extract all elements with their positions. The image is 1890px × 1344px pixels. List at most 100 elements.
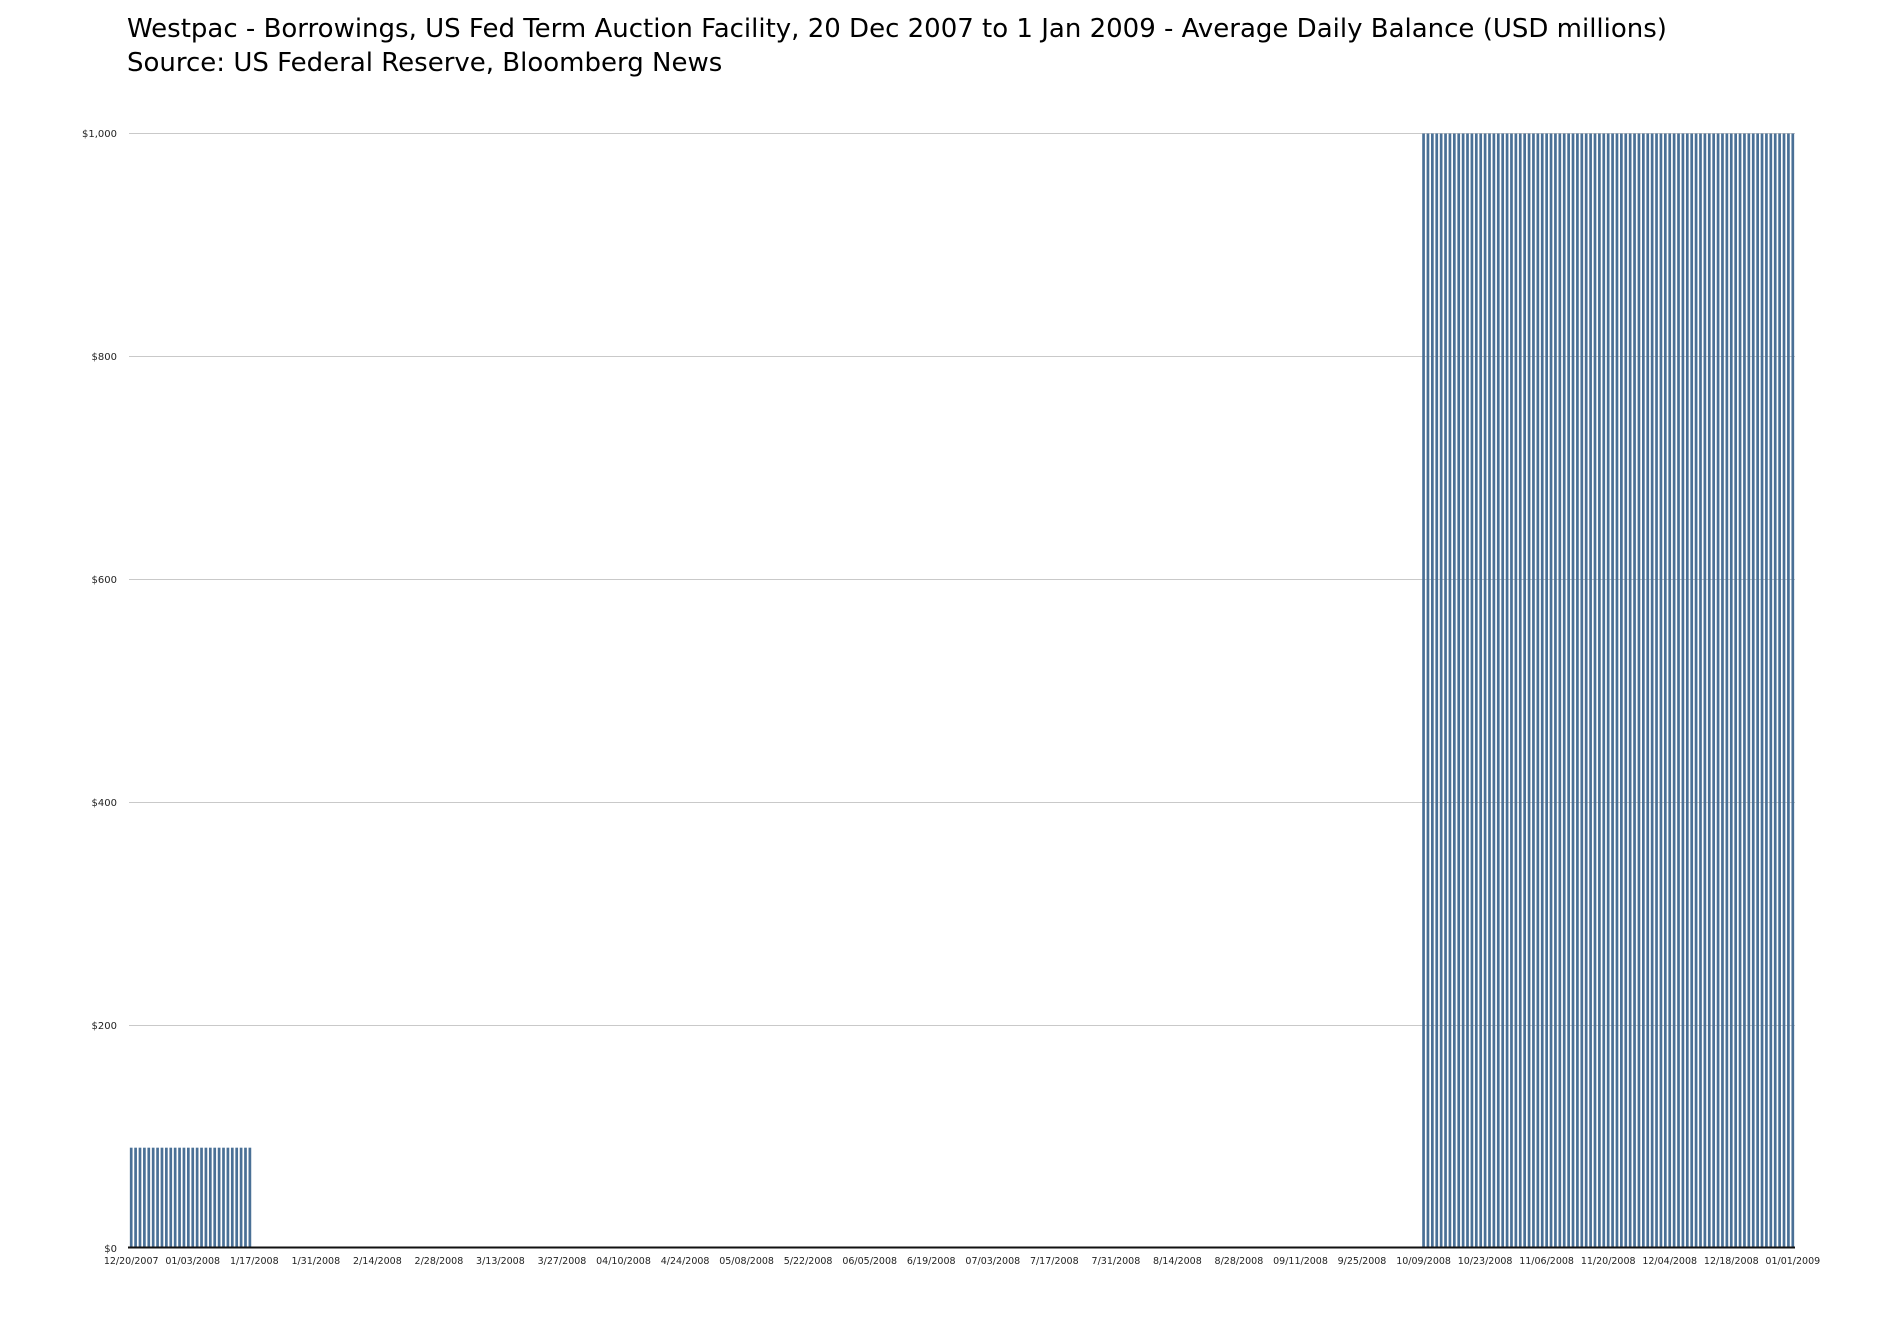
- bar: [1488, 133, 1491, 1248]
- x-tick-label: 2/14/2008: [353, 1256, 402, 1267]
- x-tick-label: 8/28/2008: [1215, 1256, 1264, 1267]
- bar: [1721, 133, 1724, 1248]
- bar: [1743, 133, 1746, 1248]
- x-tick-label: 4/24/2008: [661, 1256, 710, 1267]
- bar: [1765, 133, 1768, 1248]
- bar: [1474, 133, 1478, 1248]
- bar: [160, 1147, 164, 1248]
- x-tick-label: 1/31/2008: [291, 1256, 340, 1267]
- bar: [1505, 133, 1509, 1248]
- bar: [235, 1147, 239, 1248]
- bar: [1628, 133, 1632, 1248]
- x-tick-label: 09/11/2008: [1273, 1256, 1328, 1267]
- bar: [1712, 133, 1716, 1248]
- bar: [1479, 133, 1483, 1248]
- bar: [1791, 133, 1795, 1248]
- bar: [1496, 133, 1500, 1248]
- y-tick-label: $800: [92, 352, 117, 363]
- bar: [1725, 133, 1729, 1248]
- bar: [1751, 133, 1755, 1248]
- bar: [1598, 133, 1601, 1248]
- x-tick-label: 05/08/2008: [719, 1256, 774, 1267]
- bar: [204, 1147, 208, 1248]
- bar: [1606, 133, 1610, 1248]
- bar: [1540, 133, 1544, 1248]
- bar: [1787, 133, 1790, 1248]
- x-tick-label: 01/03/2008: [165, 1256, 220, 1267]
- chart-source: Source: US Federal Reserve, Bloomberg Ne…: [127, 48, 723, 78]
- bar: [1532, 133, 1535, 1248]
- bar: [1426, 133, 1430, 1248]
- x-tick-label: 2/28/2008: [415, 1256, 464, 1267]
- bar: [169, 1147, 173, 1248]
- bar: [1707, 133, 1711, 1248]
- bar: [138, 1147, 142, 1248]
- bar: [1773, 133, 1777, 1248]
- bar: [239, 1147, 243, 1248]
- bar: [1545, 133, 1548, 1248]
- bar: [1435, 133, 1439, 1248]
- bar: [217, 1147, 221, 1248]
- bar: [1593, 133, 1597, 1248]
- bar: [1470, 133, 1474, 1248]
- bar: [1514, 133, 1518, 1248]
- bar: [1782, 133, 1786, 1248]
- x-tick-label: 9/25/2008: [1338, 1256, 1387, 1267]
- bar: [1501, 133, 1505, 1248]
- bar: [1431, 133, 1434, 1248]
- bar: [1624, 133, 1628, 1248]
- bar: [208, 1147, 212, 1248]
- x-tick-label: 8/14/2008: [1153, 1256, 1202, 1267]
- bar: [1536, 133, 1540, 1248]
- bar: [1439, 133, 1443, 1248]
- bar: [1729, 133, 1733, 1248]
- bar: [1633, 133, 1636, 1248]
- bar: [1554, 133, 1557, 1248]
- y-tick-label: $0: [104, 1244, 117, 1255]
- bar: [1738, 133, 1742, 1248]
- bar: [1690, 133, 1694, 1248]
- bar: [1444, 133, 1447, 1248]
- bar: [1694, 133, 1698, 1248]
- x-tick-label: 7/17/2008: [1030, 1256, 1079, 1267]
- bar: [1663, 133, 1667, 1248]
- x-tick-label: 04/10/2008: [596, 1256, 651, 1267]
- bar: [1685, 133, 1689, 1248]
- bar: [195, 1147, 199, 1248]
- bar: [230, 1147, 234, 1248]
- bar: [186, 1147, 190, 1248]
- bar: [191, 1147, 195, 1248]
- x-tick-label: 6/19/2008: [907, 1256, 956, 1267]
- bar: [226, 1147, 230, 1248]
- bar: [1549, 133, 1553, 1248]
- bar: [1611, 133, 1614, 1248]
- bar: [1558, 133, 1562, 1248]
- x-tick-label: 5/22/2008: [784, 1256, 833, 1267]
- y-tick-label: $1,000: [82, 129, 117, 140]
- bar: [1760, 133, 1764, 1248]
- bar: [178, 1147, 181, 1248]
- bar: [1769, 133, 1773, 1248]
- bar: [1716, 133, 1720, 1248]
- x-tick-label: 3/13/2008: [476, 1256, 525, 1267]
- bar: [222, 1147, 225, 1248]
- bar: [1642, 133, 1645, 1248]
- bar: [1518, 133, 1522, 1248]
- bar: [1580, 133, 1584, 1248]
- bar: [1562, 133, 1566, 1248]
- x-tick-label: 10/09/2008: [1396, 1256, 1451, 1267]
- bar: [143, 1147, 146, 1248]
- bar: [1646, 133, 1650, 1248]
- x-tick-label: 11/06/2008: [1519, 1256, 1574, 1267]
- bar: [1637, 133, 1641, 1248]
- x-tick-label: 7/31/2008: [1092, 1256, 1141, 1267]
- bar: [1703, 133, 1707, 1248]
- bar: [1672, 133, 1676, 1248]
- bar: [151, 1147, 155, 1248]
- x-tick-label: 11/20/2008: [1581, 1256, 1636, 1267]
- x-tick-label: 12/20/2007: [104, 1256, 159, 1267]
- bar: [213, 1147, 217, 1248]
- bar: [1659, 133, 1663, 1248]
